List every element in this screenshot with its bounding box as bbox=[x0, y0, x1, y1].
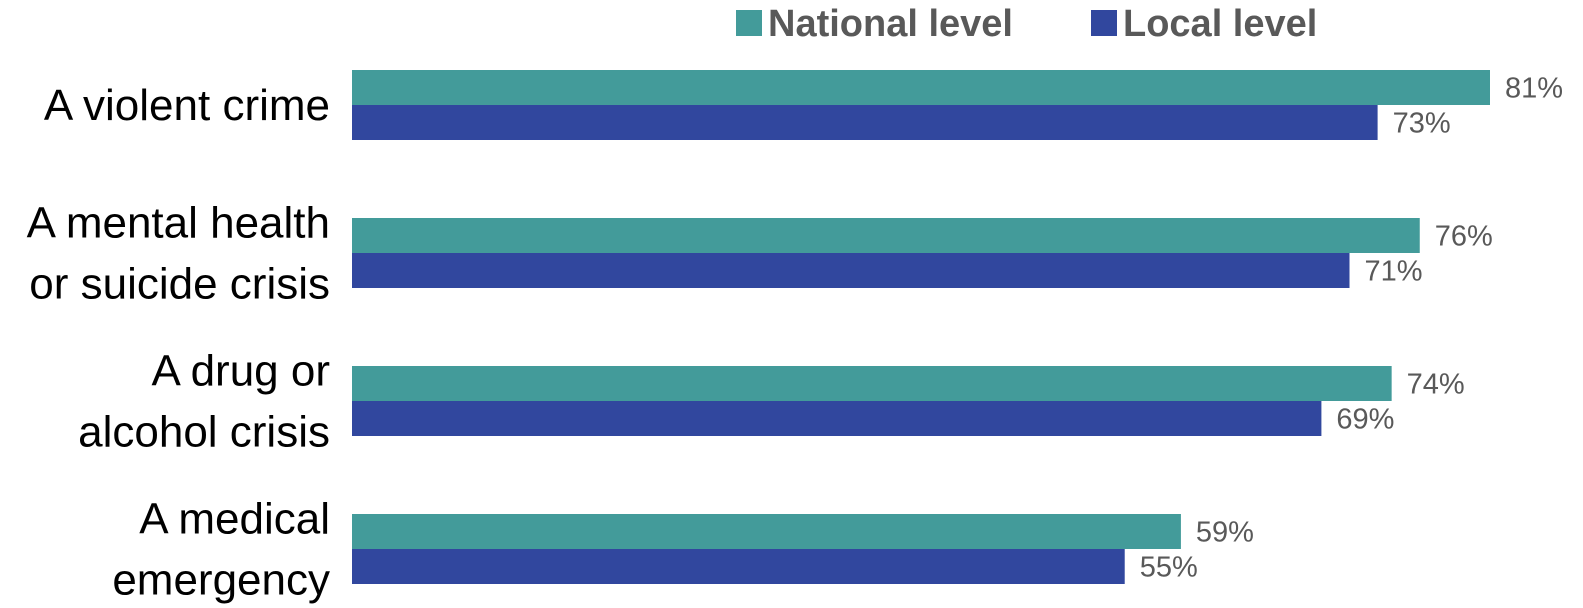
bar-local bbox=[352, 549, 1125, 584]
legend-swatch-local bbox=[1091, 10, 1117, 36]
category-label: A mental health or suicide crisis bbox=[27, 199, 330, 309]
category-label: A violent crime bbox=[44, 81, 330, 130]
data-label: 73% bbox=[1393, 108, 1451, 140]
bar-national bbox=[352, 70, 1490, 105]
bars bbox=[352, 70, 1490, 584]
bar-national bbox=[352, 366, 1392, 401]
data-label: 74% bbox=[1407, 369, 1465, 401]
data-label: 71% bbox=[1365, 256, 1423, 288]
category-label: A drug or alcohol crisis bbox=[78, 347, 330, 457]
data-label: 55% bbox=[1140, 552, 1198, 584]
legend: National level Local level bbox=[736, 3, 1317, 45]
bar-national bbox=[352, 514, 1181, 549]
bar-national bbox=[352, 218, 1420, 253]
bar-local bbox=[352, 253, 1350, 288]
bar-local bbox=[352, 401, 1322, 436]
bar-local bbox=[352, 105, 1378, 140]
legend-swatch-national bbox=[736, 10, 762, 36]
category-label: A medical emergency bbox=[112, 495, 330, 605]
legend-label-national: National level bbox=[768, 3, 1013, 45]
category-labels: A violent crime A mental health or suicide… bbox=[27, 81, 330, 605]
value-labels: 81% 76% 74% 59% 73% 71% 69% 55% bbox=[1140, 73, 1563, 584]
data-label: 59% bbox=[1196, 517, 1254, 549]
data-label: 76% bbox=[1435, 221, 1493, 253]
legend-label-local: Local level bbox=[1123, 3, 1317, 45]
data-label: 69% bbox=[1336, 404, 1394, 436]
data-label: 81% bbox=[1505, 73, 1563, 105]
